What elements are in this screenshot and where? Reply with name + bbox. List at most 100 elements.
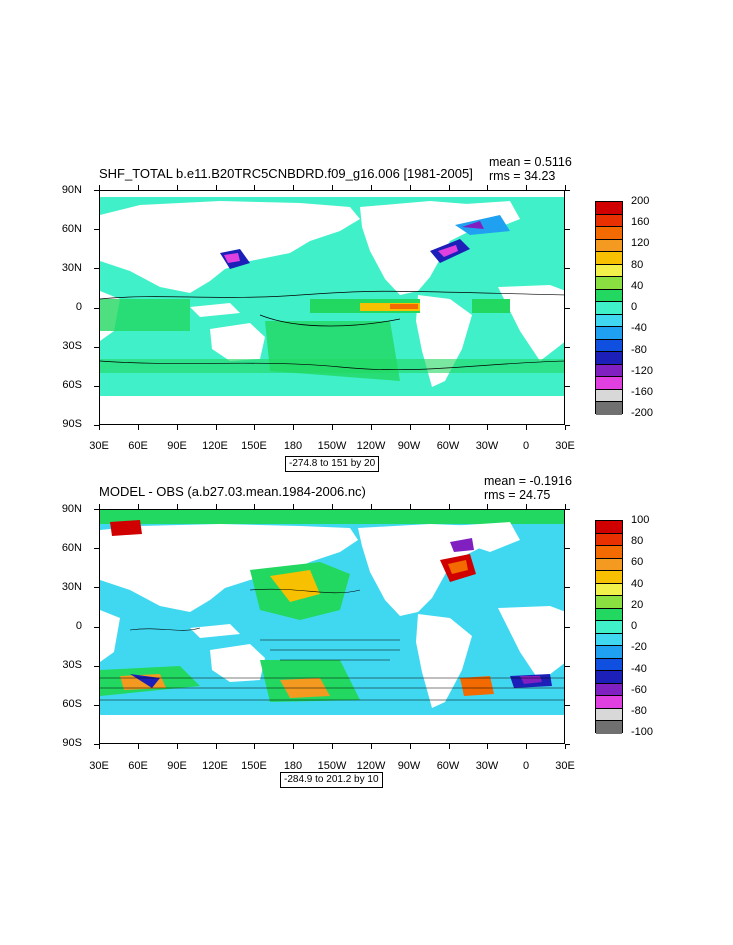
panel-2-colorbar-label: -100: [631, 726, 654, 738]
x-tick: [138, 744, 139, 749]
panel-1-title: SHF_TOTAL b.e11.B20TRC5CNBDRD.f09_g16.00…: [99, 166, 473, 181]
x-tick: [487, 504, 488, 509]
panel-2-x-label: 30E: [555, 760, 575, 772]
x-tick: [449, 504, 450, 509]
panel-2-y-label: 60N: [61, 542, 82, 554]
panel-1-x-label: 90E: [167, 440, 187, 452]
panel-1-x-label: 30W: [475, 440, 499, 452]
y-tick: [565, 705, 570, 706]
panel-1-colorbar-label: 160: [631, 216, 650, 228]
panel-2-colorbar-label: -60: [631, 684, 647, 696]
panel-2-colorbar-label: 0: [631, 620, 638, 632]
colorbar-swatch: [596, 202, 622, 215]
colorbar-swatch: [596, 596, 622, 609]
panel-1-x-label: 30E: [555, 440, 575, 452]
y-tick: [94, 587, 99, 588]
panel-2-x-label: 30W: [475, 760, 499, 772]
panel-1-x-label: 0: [522, 440, 530, 452]
panel-2-colorbar-label: 40: [631, 578, 644, 590]
y-tick: [94, 229, 99, 230]
panel-2-colorbar-label: -20: [631, 641, 647, 653]
panel-1-colorbar-label: -120: [631, 365, 654, 377]
colorbar-swatch: [596, 377, 622, 390]
panel-2-colorbar-label: 100: [631, 514, 650, 526]
x-tick: [254, 425, 255, 430]
panel-2-x-label: 30E: [89, 760, 109, 772]
x-tick: [487, 185, 488, 190]
y-tick: [94, 509, 99, 510]
colorbar-swatch: [596, 521, 622, 534]
panel-1-range-box: -274.8 to 151 by 20: [285, 456, 380, 472]
x-tick: [332, 185, 333, 190]
colorbar-swatch: [596, 533, 622, 546]
x-tick: [293, 425, 294, 430]
x-tick: [449, 185, 450, 190]
y-tick: [565, 308, 570, 309]
x-tick: [526, 504, 527, 509]
panel-1-colorbar: [595, 201, 623, 415]
y-tick: [94, 705, 99, 706]
x-tick: [371, 185, 372, 190]
y-tick: [94, 627, 99, 628]
colorbar-swatch: [596, 696, 622, 709]
panel-2-map-svg: [100, 510, 564, 743]
panel-1-x-label: 60E: [128, 440, 148, 452]
panel-2-y-label: 0: [75, 620, 82, 632]
panel-1-y-label: 30S: [62, 340, 82, 352]
colorbar-swatch: [596, 658, 622, 671]
y-tick: [94, 666, 99, 667]
panel-2-y-label: 90S: [62, 737, 82, 749]
x-tick: [565, 504, 566, 509]
panel-1-map-svg: [100, 191, 564, 424]
colorbar-swatch: [596, 683, 622, 696]
colorbar-swatch: [596, 327, 622, 340]
y-tick: [94, 744, 99, 745]
y-tick: [94, 425, 99, 426]
panel-1-x-label: 180: [283, 440, 303, 452]
y-tick: [565, 347, 570, 348]
panel-2-y-label: 30S: [62, 659, 82, 671]
panel-2-colorbar-label: -40: [631, 663, 647, 675]
colorbar-swatch: [596, 389, 622, 402]
x-tick: [526, 425, 527, 430]
x-tick: [371, 744, 372, 749]
panel-2-map: [99, 509, 565, 744]
y-tick: [94, 347, 99, 348]
panel-1-colorbar-label: -80: [631, 344, 647, 356]
panel-2-x-label: 180: [283, 760, 303, 772]
panel-2-y-label: 30N: [61, 581, 82, 593]
x-tick: [216, 504, 217, 509]
y-tick: [565, 386, 570, 387]
panel-1-colorbar-label: 0: [631, 301, 638, 313]
y-tick: [94, 386, 99, 387]
y-tick: [565, 509, 570, 510]
x-tick: [565, 185, 566, 190]
y-tick: [94, 548, 99, 549]
panel-2-x-label: 60E: [128, 760, 148, 772]
panel-2-y-label: 90N: [61, 503, 82, 515]
colorbar-swatch: [596, 621, 622, 634]
colorbar-swatch: [596, 214, 622, 227]
x-tick: [410, 744, 411, 749]
panel-1-y-label: 60N: [61, 223, 82, 235]
colorbar-swatch: [596, 571, 622, 584]
y-tick: [565, 627, 570, 628]
x-tick: [216, 185, 217, 190]
panel-1-colorbar-label: 200: [631, 195, 650, 207]
x-tick: [449, 425, 450, 430]
colorbar-swatch: [596, 721, 622, 734]
x-tick: [99, 504, 100, 509]
y-tick: [565, 268, 570, 269]
x-tick: [565, 425, 566, 430]
x-tick: [332, 504, 333, 509]
x-tick: [138, 504, 139, 509]
y-tick: [565, 744, 570, 745]
colorbar-swatch: [596, 608, 622, 621]
panel-2-range-box: -284.9 to 201.2 by 10: [280, 772, 383, 788]
panel-1-colorbar-label: -40: [631, 322, 647, 334]
colorbar-swatch: [596, 546, 622, 559]
x-tick: [487, 744, 488, 749]
x-tick: [254, 185, 255, 190]
panel-1-x-label: 120W: [356, 440, 386, 452]
panel-1-y-label: 30N: [61, 262, 82, 274]
